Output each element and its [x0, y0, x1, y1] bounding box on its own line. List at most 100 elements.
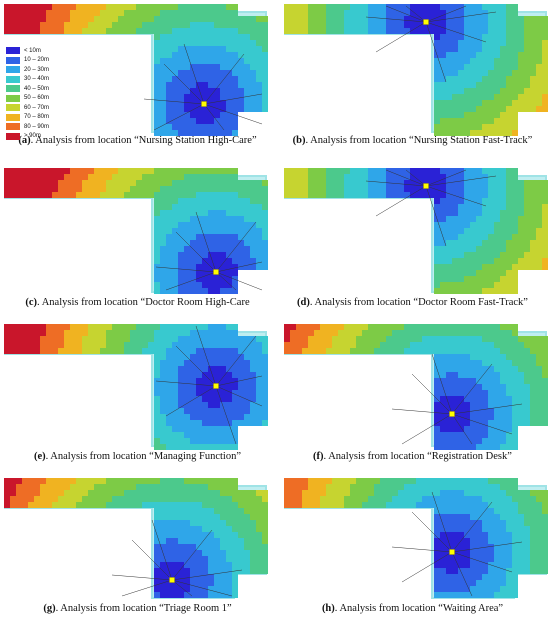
distance-cell — [220, 526, 226, 532]
distance-cell — [302, 180, 308, 186]
distance-cell — [494, 222, 500, 228]
distance-cell — [184, 384, 190, 390]
distance-cell — [308, 16, 314, 22]
distance-cell — [524, 192, 530, 198]
distance-cell — [488, 34, 494, 40]
distance-cell — [244, 420, 250, 426]
distance-cell — [416, 502, 422, 508]
visibility-line — [215, 261, 263, 273]
distance-cell — [446, 82, 452, 88]
distance-cell — [494, 384, 500, 390]
distance-cell — [386, 336, 392, 342]
distance-cell — [244, 342, 250, 348]
distance-cell — [238, 496, 244, 502]
distance-cell — [386, 174, 392, 180]
distance-cell — [232, 234, 238, 240]
distance-cell — [500, 130, 506, 136]
distance-cell — [202, 478, 208, 484]
distance-cell — [446, 118, 452, 124]
distance-cell — [154, 82, 160, 88]
distance-cell — [70, 4, 76, 10]
distance-cell — [422, 490, 428, 496]
distance-cell — [422, 348, 428, 354]
distance-cell — [250, 384, 256, 390]
distance-cell — [208, 282, 214, 288]
distance-cell — [196, 526, 202, 532]
distance-cell — [512, 550, 518, 556]
distance-cell — [226, 234, 232, 240]
distance-cell — [232, 378, 238, 384]
distance-cell — [94, 16, 100, 22]
distance-cell — [326, 16, 332, 22]
distance-cell — [302, 330, 308, 336]
distance-cell — [238, 76, 244, 82]
distance-cell — [154, 270, 160, 276]
distance-cell — [536, 94, 542, 100]
distance-cell — [184, 22, 190, 28]
distance-cell — [458, 408, 464, 414]
distance-cell — [404, 22, 410, 28]
distance-cell — [446, 16, 452, 22]
distance-cell — [238, 52, 244, 58]
distance-cell — [386, 484, 392, 490]
distance-cell — [440, 432, 446, 438]
distance-cell — [488, 496, 494, 502]
distance-cell — [52, 22, 58, 28]
distance-cell — [494, 366, 500, 372]
distance-cell — [250, 360, 256, 366]
distance-cell — [506, 556, 512, 562]
distance-cell — [208, 16, 214, 22]
distance-cell — [160, 22, 166, 28]
distance-cell — [542, 550, 548, 556]
distance-cell — [106, 502, 112, 508]
distance-cell — [148, 186, 154, 192]
distance-cell — [16, 192, 22, 198]
distance-cell — [178, 342, 184, 348]
distance-cell — [154, 228, 160, 234]
distance-cell — [238, 532, 244, 538]
distance-cell — [326, 484, 332, 490]
distance-cell — [482, 46, 488, 52]
distance-cell — [28, 186, 34, 192]
distance-cell — [172, 270, 178, 276]
distance-cell — [434, 520, 440, 526]
distance-cell — [220, 438, 226, 444]
distance-cell — [530, 186, 536, 192]
distance-cell — [202, 324, 208, 330]
distance-cell — [434, 384, 440, 390]
distance-cell — [172, 106, 178, 112]
distance-cell — [4, 22, 10, 28]
distance-cell — [434, 234, 440, 240]
origin-marker — [201, 101, 207, 107]
distance-cell — [256, 186, 262, 192]
visibility-line — [385, 5, 427, 23]
distance-cell — [440, 508, 446, 514]
distance-cell — [506, 270, 512, 276]
distance-cell — [512, 432, 518, 438]
distance-cell — [208, 586, 214, 592]
distance-cell — [512, 216, 518, 222]
distance-cell — [76, 168, 82, 174]
distance-cell — [530, 378, 536, 384]
distance-cell — [476, 592, 482, 598]
distance-cell — [452, 234, 458, 240]
distance-cell — [458, 276, 464, 282]
distance-cell — [524, 502, 530, 508]
distance-cell — [226, 526, 232, 532]
distance-cell — [196, 204, 202, 210]
distance-cell — [52, 168, 58, 174]
distance-cell — [238, 22, 244, 28]
distance-cell — [190, 384, 196, 390]
distance-cell — [262, 508, 268, 514]
distance-cell — [220, 580, 226, 586]
distance-cell — [392, 174, 398, 180]
distance-cell — [196, 336, 202, 342]
distance-cell — [220, 420, 226, 426]
distance-cell — [506, 420, 512, 426]
distance-cell — [214, 124, 220, 130]
distance-cell — [458, 246, 464, 252]
distance-cell — [332, 180, 338, 186]
distance-cell — [398, 174, 404, 180]
distance-cell — [434, 360, 440, 366]
distance-cell — [250, 420, 256, 426]
